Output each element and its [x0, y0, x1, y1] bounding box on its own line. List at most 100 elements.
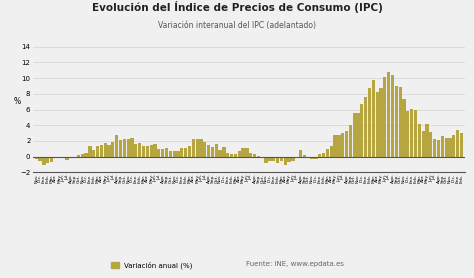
Bar: [433, 139, 436, 157]
Bar: [402, 99, 406, 157]
Bar: [157, 149, 161, 157]
Bar: [46, 157, 49, 163]
Bar: [249, 153, 252, 157]
Bar: [318, 154, 321, 157]
Bar: [219, 150, 222, 157]
Bar: [337, 135, 340, 157]
Bar: [65, 157, 69, 160]
Text: Variación interanual del IPC (adelantado): Variación interanual del IPC (adelantado…: [158, 21, 316, 30]
Bar: [253, 154, 256, 157]
Bar: [410, 109, 413, 157]
Bar: [207, 145, 210, 157]
Bar: [264, 157, 268, 163]
Bar: [272, 157, 275, 161]
Bar: [326, 149, 329, 157]
Bar: [287, 157, 291, 162]
Bar: [425, 125, 428, 157]
Bar: [299, 150, 302, 157]
Bar: [119, 140, 122, 157]
Bar: [429, 131, 432, 157]
Bar: [111, 142, 115, 157]
Bar: [154, 144, 156, 157]
Bar: [310, 157, 314, 159]
Bar: [77, 155, 80, 157]
Bar: [234, 154, 237, 157]
Bar: [146, 147, 149, 157]
Bar: [414, 110, 417, 157]
Bar: [165, 148, 168, 157]
Bar: [329, 147, 333, 157]
Bar: [441, 136, 444, 157]
Bar: [345, 131, 348, 157]
Bar: [460, 133, 463, 157]
Bar: [42, 157, 46, 165]
Bar: [452, 135, 456, 157]
Bar: [222, 147, 226, 157]
Bar: [307, 157, 310, 158]
Bar: [84, 153, 88, 157]
Bar: [399, 87, 402, 157]
Bar: [188, 147, 191, 157]
Text: Fuente: INE, www.epdata.es: Fuente: INE, www.epdata.es: [246, 261, 344, 267]
Bar: [149, 145, 153, 157]
Bar: [191, 139, 195, 157]
Bar: [127, 139, 130, 157]
Bar: [173, 151, 176, 157]
Bar: [200, 139, 202, 157]
Bar: [322, 153, 325, 157]
Bar: [169, 151, 172, 157]
Bar: [180, 148, 183, 157]
Bar: [104, 143, 107, 157]
Bar: [237, 151, 241, 157]
Bar: [142, 147, 145, 157]
Bar: [406, 111, 410, 157]
Bar: [448, 138, 452, 157]
Bar: [161, 149, 164, 157]
Bar: [130, 138, 134, 157]
Bar: [283, 157, 287, 165]
Bar: [230, 153, 233, 157]
Bar: [437, 140, 440, 157]
Bar: [372, 80, 375, 157]
Bar: [108, 145, 110, 157]
Bar: [195, 139, 199, 157]
Bar: [333, 135, 337, 157]
Bar: [379, 88, 383, 157]
Bar: [383, 77, 386, 157]
Bar: [418, 125, 421, 157]
Bar: [303, 155, 306, 157]
Bar: [211, 147, 214, 157]
Text: Evolución del Índice de Precios de Consumo (IPC): Evolución del Índice de Precios de Consu…: [91, 1, 383, 13]
Bar: [280, 157, 283, 161]
Bar: [292, 157, 294, 161]
Legend: Variación anual (%): Variación anual (%): [108, 259, 196, 272]
Bar: [353, 113, 356, 157]
Bar: [314, 157, 318, 159]
Bar: [391, 75, 394, 157]
Bar: [421, 131, 425, 157]
Bar: [349, 125, 352, 157]
Bar: [257, 156, 260, 157]
Bar: [226, 153, 229, 157]
Bar: [134, 144, 137, 157]
Bar: [54, 157, 57, 158]
Bar: [456, 130, 459, 157]
Bar: [96, 146, 99, 157]
Bar: [184, 148, 187, 157]
Bar: [100, 145, 103, 157]
Bar: [35, 157, 38, 159]
Bar: [215, 144, 218, 157]
Bar: [356, 113, 360, 157]
Bar: [368, 88, 371, 157]
Bar: [375, 91, 379, 157]
Bar: [81, 154, 84, 157]
Bar: [387, 72, 390, 157]
Bar: [341, 133, 344, 157]
Bar: [69, 157, 73, 158]
Bar: [276, 157, 279, 163]
Bar: [360, 104, 364, 157]
Bar: [364, 97, 367, 157]
Bar: [123, 139, 126, 157]
Bar: [38, 157, 42, 161]
Bar: [445, 138, 448, 157]
